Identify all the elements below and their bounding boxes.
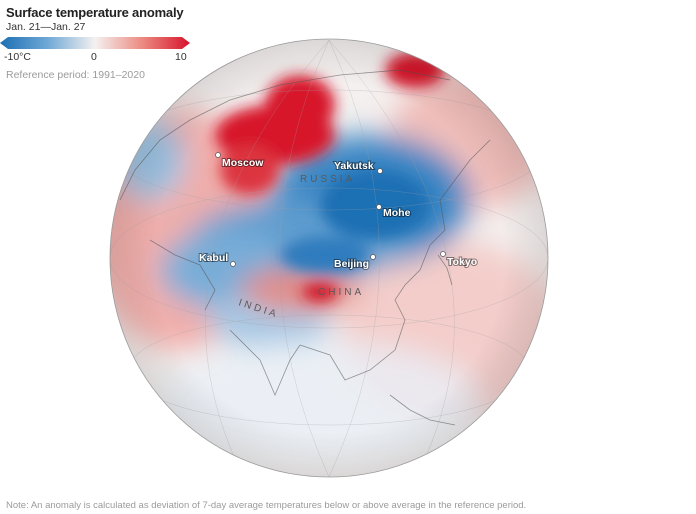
footnote: Note: An anomaly is calculated as deviat… [6, 500, 527, 511]
yakutsk-marker [377, 168, 383, 174]
color-scale-legend [0, 37, 190, 49]
kabul-label: Kabul [199, 252, 228, 264]
moscow-marker [215, 152, 221, 158]
legend-mid-label: 0 [91, 51, 97, 63]
map-title: Surface temperature anomaly [6, 5, 184, 20]
russia-label: RUSSIA [300, 174, 355, 185]
city-yakutsk: Yakutsk [333, 159, 383, 174]
city-tokyo: Tokyo [440, 251, 478, 269]
kabul-marker [230, 261, 236, 267]
legend-max-label: 10 [175, 51, 187, 63]
city-mohe: Mohe [376, 204, 412, 220]
date-range: Jan. 21—Jan. 27 [6, 21, 86, 33]
city-beijing: Beijing [333, 254, 376, 271]
mohe-label: Mohe [383, 207, 411, 219]
moscow-label: Moscow [222, 157, 264, 169]
tokyo-label: Tokyo [447, 256, 477, 268]
city-moscow: Moscow [215, 152, 265, 170]
tokyo-marker [440, 251, 446, 257]
china-label: CHINA [318, 287, 364, 298]
beijing-label: Beijing [334, 258, 369, 270]
mohe-marker [376, 204, 382, 210]
yakutsk-label: Yakutsk [334, 160, 374, 172]
beijing-marker [370, 254, 376, 260]
reference-period: Reference period: 1991–2020 [6, 69, 145, 81]
city-kabul: Kabul [198, 251, 236, 267]
legend-min-label: -10°C [4, 51, 31, 63]
